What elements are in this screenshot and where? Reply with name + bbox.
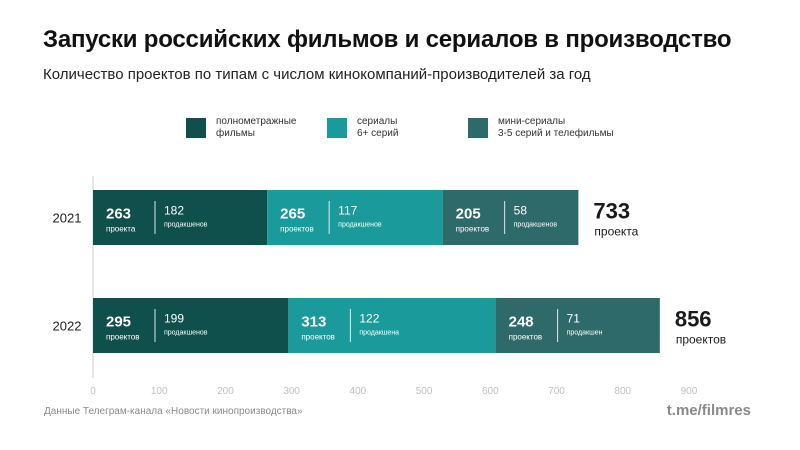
bar-segment-2022-0	[93, 298, 289, 353]
legend-swatch-feature-films	[186, 118, 206, 138]
total-unit-2022: проектов	[676, 333, 726, 347]
bar-value-2021-2: 205	[456, 206, 481, 223]
x-tick-label-0: 0	[90, 386, 96, 397]
bar-producers-2021-1: 117	[338, 204, 357, 218]
bar-value-unit-2022-0: проектов	[106, 333, 140, 342]
bar-value-unit-2022-2: проектов	[509, 333, 543, 342]
source-note: Данные Телеграм-канала «Новости кинопрои…	[44, 406, 303, 417]
legend-label-feature-films: полнометражные фильмы	[216, 116, 297, 139]
x-tick-label-100: 100	[151, 386, 168, 397]
bar-segment-2022-1	[288, 298, 496, 353]
bar-value-2022-1: 313	[301, 314, 326, 331]
legend-label-mini-series: мини-сериалы 3-5 серий и телефильмы	[498, 116, 614, 139]
chart-subtitle: Количество проектов по типам с числом ки…	[43, 66, 591, 83]
legend-label-series: сериалы 6+ серий	[357, 116, 399, 139]
bar-value-unit-2021-0: проекта	[106, 225, 136, 234]
bar-producers-2022-0: 199	[164, 312, 184, 326]
bar-producers-unit-2022-2: продакшен	[567, 330, 603, 337]
total-value-2021: 733	[593, 199, 630, 224]
bar-producers-2022-2: 71	[567, 312, 581, 326]
total-unit-2021: проекта	[594, 225, 638, 239]
x-tick-label-500: 500	[416, 386, 433, 397]
legend-swatch-series	[327, 118, 347, 138]
bar-value-2021-1: 265	[280, 206, 305, 223]
x-tick-label-400: 400	[350, 386, 367, 397]
x-tick-label-300: 300	[283, 386, 300, 397]
bar-segment-2022-2	[495, 298, 660, 353]
bar-value-unit-2022-1: проектов	[301, 333, 335, 342]
bar-producers-2021-2: 58	[514, 204, 528, 218]
bar-value-2022-0: 295	[106, 314, 131, 331]
bar-producers-unit-2021-1: продакшенов	[338, 222, 382, 229]
total-value-2022: 856	[675, 307, 712, 332]
bar-producers-unit-2022-0: продакшенов	[164, 330, 208, 337]
category-label-2021: 2021	[53, 211, 82, 226]
bar-producers-unit-2021-0: продакшенов	[164, 222, 208, 229]
x-tick-label-900: 900	[681, 386, 698, 397]
bar-value-unit-2021-1: проектов	[280, 225, 314, 234]
bar-value-unit-2021-2: проектов	[456, 225, 490, 234]
x-tick-label-200: 200	[217, 386, 234, 397]
bar-segment-2021-1	[267, 190, 443, 245]
x-tick-label-800: 800	[614, 386, 631, 397]
bar-producers-unit-2021-2: продакшенов	[514, 222, 558, 229]
bar-segment-2021-0	[93, 190, 268, 245]
bar-value-2022-2: 248	[509, 314, 534, 331]
x-tick-label-600: 600	[482, 386, 499, 397]
x-tick-label-700: 700	[548, 386, 565, 397]
bar-producers-2022-1: 122	[359, 312, 379, 326]
bar-value-2021-0: 263	[106, 206, 131, 223]
legend-swatch-mini-series	[468, 118, 488, 138]
bar-producers-2021-0: 182	[164, 204, 184, 218]
credit-link[interactable]: t.me/filmres	[666, 402, 751, 419]
bar-segment-2021-2	[442, 190, 579, 245]
chart-title: Запуски российских фильмов и сериалов в …	[43, 26, 732, 53]
category-label-2022: 2022	[53, 319, 82, 334]
bar-producers-unit-2022-1: продакшена	[359, 330, 399, 337]
